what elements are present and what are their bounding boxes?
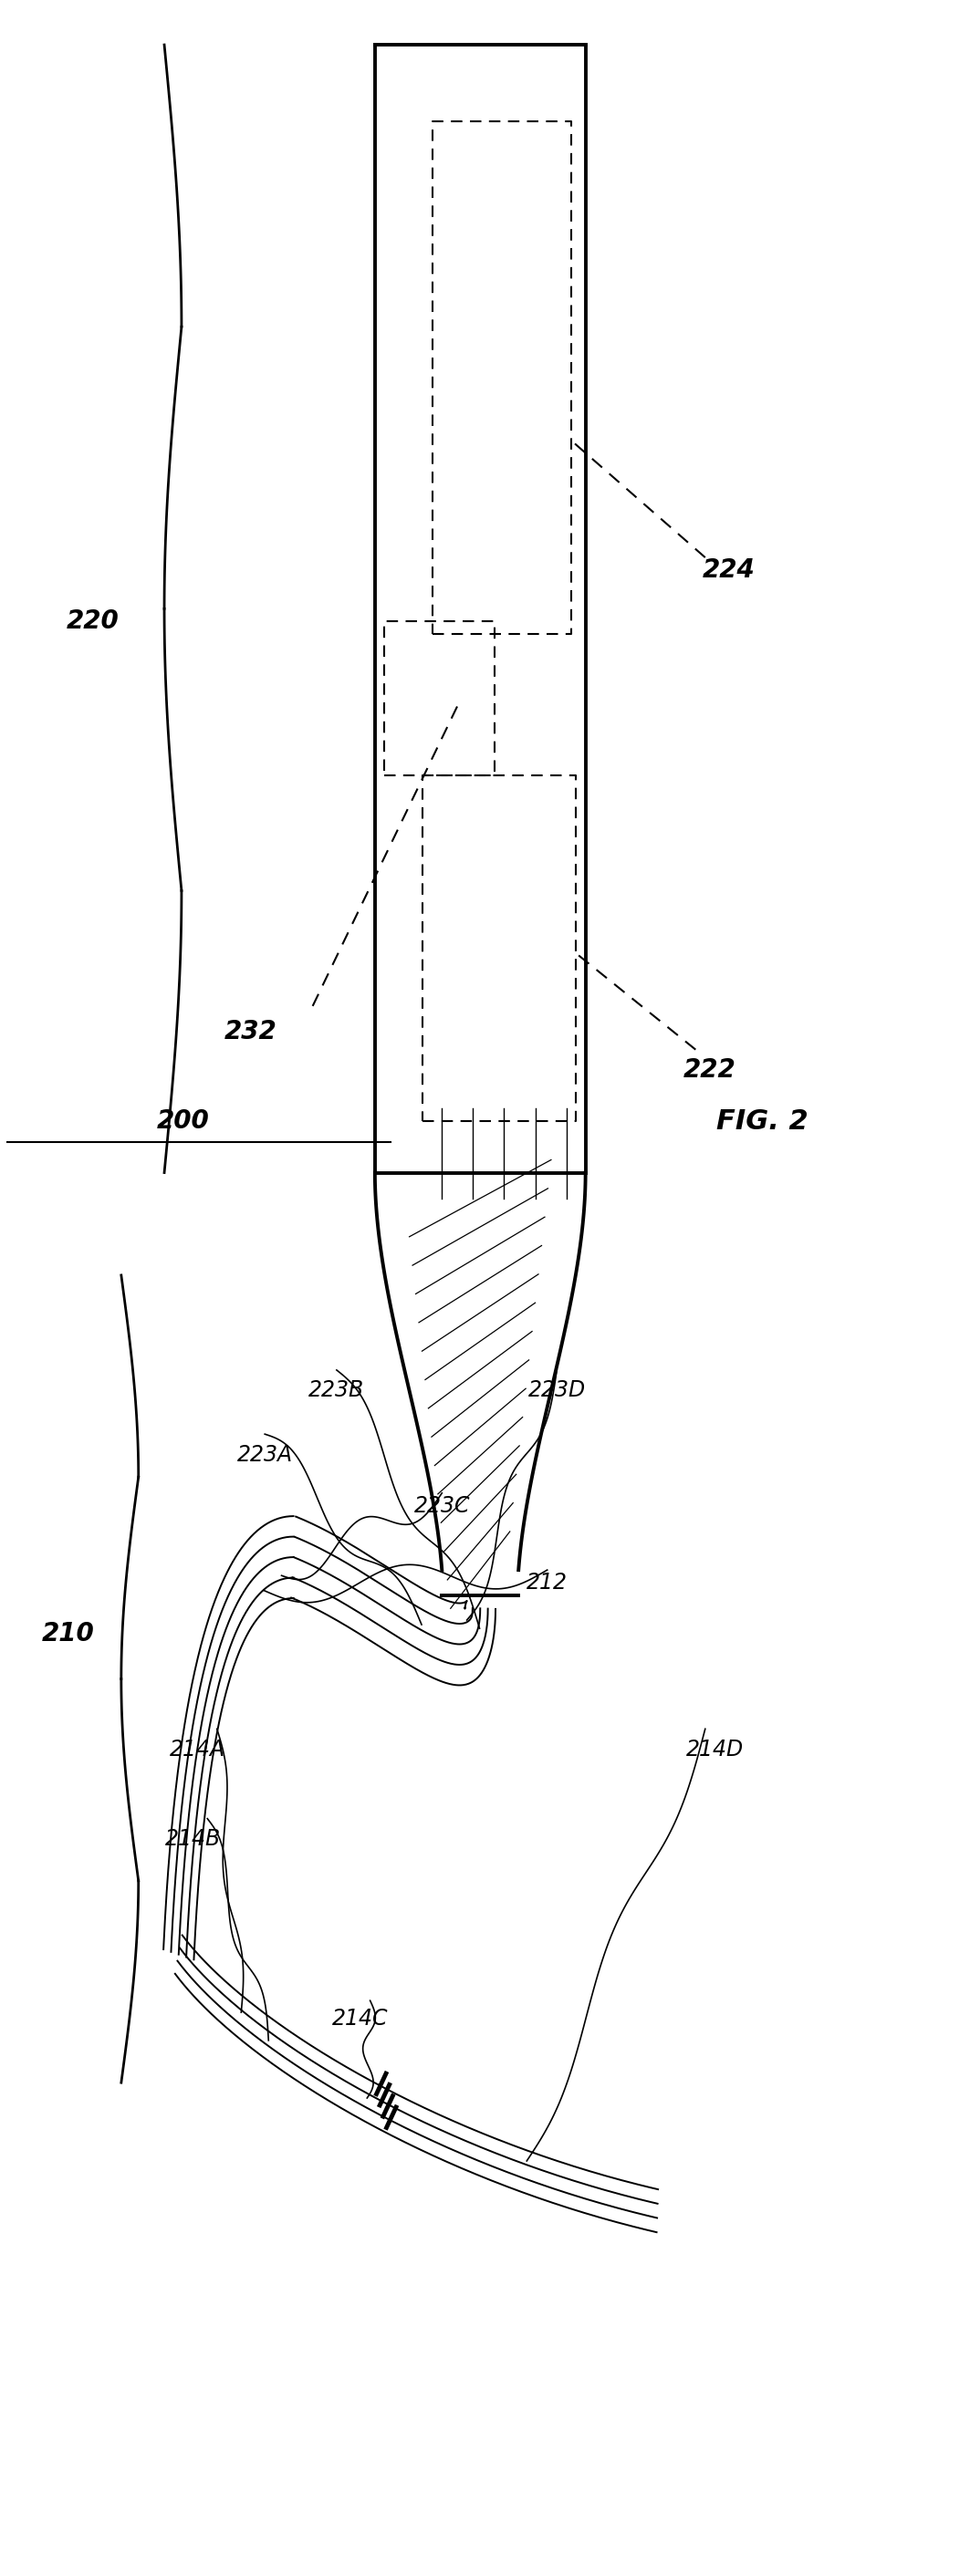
Text: 220: 220 (66, 608, 119, 634)
Text: 214B: 214B (165, 1829, 221, 1850)
Text: 223A: 223A (237, 1443, 293, 1466)
Text: 232: 232 (224, 1020, 276, 1043)
Text: FIG. 2: FIG. 2 (717, 1108, 809, 1133)
Text: 214A: 214A (170, 1739, 226, 1759)
Text: 200: 200 (157, 1108, 210, 1133)
Text: 210: 210 (43, 1620, 95, 1646)
Text: 212: 212 (527, 1571, 567, 1595)
Text: 224: 224 (703, 556, 756, 582)
Text: 223C: 223C (414, 1494, 470, 1517)
Text: 214C: 214C (333, 2007, 389, 2030)
Text: 223B: 223B (308, 1381, 365, 1401)
Text: 214D: 214D (686, 1739, 744, 1759)
Text: 223D: 223D (528, 1381, 586, 1401)
Text: 222: 222 (684, 1056, 736, 1082)
